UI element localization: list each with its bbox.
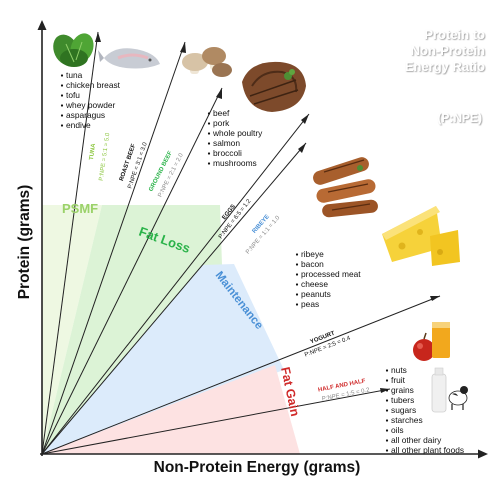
- ray-roast-beef: [41, 41, 186, 455]
- food-item: peas: [301, 299, 319, 309]
- food-list-fat-gain: nuts fruit grains tubers sugars starches…: [385, 365, 464, 455]
- mushrooms-illustration: [182, 47, 232, 77]
- food-item: grains: [391, 385, 414, 395]
- food-item: oils: [391, 425, 404, 435]
- food-item: tuna: [66, 70, 83, 80]
- cheese-illustration: [382, 206, 460, 266]
- food-item: fruit: [391, 375, 406, 385]
- food-item: asparagus: [66, 110, 105, 120]
- ray-tuna: [41, 31, 99, 455]
- zone-label-psmf: PSMF: [62, 201, 98, 216]
- food-item: cheese: [301, 279, 328, 289]
- title-abbrev: (P:NPE): [437, 111, 482, 125]
- food-item: salmon: [213, 138, 240, 148]
- food-item: peanuts: [301, 289, 331, 299]
- food-item: tofu: [66, 90, 80, 100]
- zone-fat-gain-fill: [42, 365, 300, 454]
- title-line-1: Protein to: [424, 27, 485, 42]
- milk-and-cow-illustration: [431, 367, 468, 413]
- steak-illustration: [242, 61, 306, 112]
- arrowhead-tuna: [95, 32, 101, 42]
- food-item: chicken breast: [66, 80, 121, 90]
- title-line-3: Energy Ratio: [405, 59, 485, 74]
- food-list-psmf: tuna chicken breast tofu whey powder asp…: [60, 70, 121, 130]
- arrowhead-yogurt: [430, 296, 440, 301]
- y-axis-arrowhead: [37, 20, 47, 30]
- fish-illustration: [98, 48, 160, 69]
- ray-arrowheads: [95, 32, 440, 393]
- food-item: sugars: [391, 405, 416, 415]
- spinach-illustration: [53, 33, 94, 67]
- bullets: [385, 369, 389, 452]
- y-axis-label: Protein (grams): [16, 185, 33, 300]
- axes: [40, 26, 482, 456]
- food-list-fat-loss: beef pork whole poultry salmon broccoli …: [207, 108, 263, 168]
- ray-ribeye: [41, 142, 307, 455]
- zone-fat-loss-fill: [42, 205, 222, 454]
- food-item: pork: [213, 118, 230, 128]
- ray-eggs: [41, 113, 310, 455]
- food-item: whey powder: [65, 100, 116, 110]
- food-item: processed meat: [301, 269, 361, 279]
- food-item: mushrooms: [213, 158, 257, 168]
- bullets: [60, 74, 64, 127]
- sausages-illustration: [313, 157, 378, 218]
- food-item: all other dairy: [391, 435, 442, 445]
- x-axis-arrowhead: [478, 449, 488, 459]
- bullets: [295, 253, 299, 306]
- food-item: whole poultry: [212, 128, 263, 138]
- food-item: broccoli: [213, 148, 242, 158]
- apple-and-juice-illustration: [413, 322, 450, 361]
- title-line-2: Non-Protein: [411, 43, 485, 58]
- food-item: ribeye: [301, 249, 324, 259]
- title-block: Protein to Non-Protein Energy Ratio (P:N…: [405, 27, 485, 125]
- food-item: starches: [391, 415, 423, 425]
- zones: [42, 205, 300, 454]
- food-item: tubers: [391, 395, 414, 405]
- x-axis-label: Non-Protein Energy (grams): [154, 459, 361, 476]
- ray-label-tuna: TUNA: [89, 143, 97, 161]
- food-item: beef: [213, 108, 230, 118]
- arrowhead-roast-beef: [180, 42, 186, 53]
- arrowhead-ribeye: [298, 143, 306, 153]
- arrowhead-eggs: [301, 114, 309, 124]
- food-item: endive: [66, 120, 91, 130]
- ratio-rays: [41, 31, 441, 455]
- ray-yogurt: [41, 295, 441, 455]
- arrowhead-half-and-half: [380, 388, 390, 393]
- ray-ratio-tuna: P:NPE = 5:1 = 5.0: [99, 132, 112, 181]
- bullets: [207, 112, 211, 165]
- zone-maintenance-fill: [42, 264, 284, 454]
- food-item: nuts: [391, 365, 407, 375]
- food-item: all other plant foods: [391, 445, 464, 455]
- food-list-maintenance: ribeye bacon processed meat cheese peanu…: [295, 249, 361, 309]
- food-item: bacon: [301, 259, 324, 269]
- ray-half-and-half: [41, 388, 391, 455]
- arrowhead-ground-beef: [216, 88, 222, 99]
- ray-ground-beef: [41, 87, 223, 455]
